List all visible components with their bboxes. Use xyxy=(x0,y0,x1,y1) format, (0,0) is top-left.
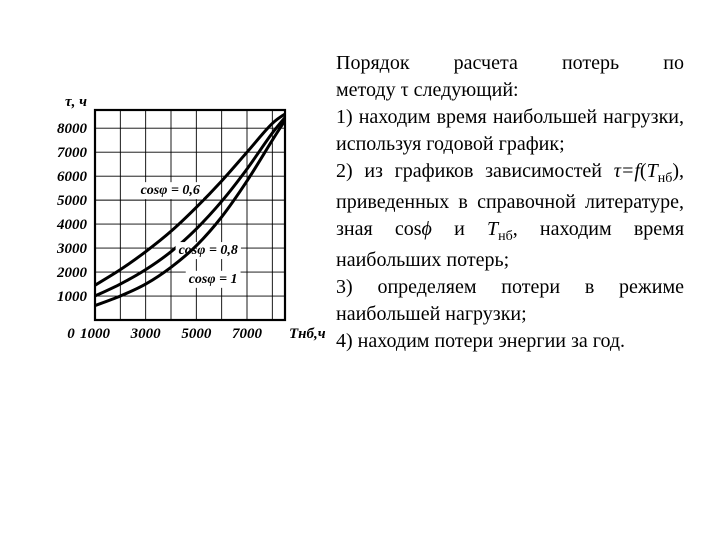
item2-nb2: нб xyxy=(498,229,513,244)
tau-chart: 1000 3000 5000 7000 Tнб,ч 0 1000 2000 3000 4000 50… xyxy=(41,90,331,370)
item2-T2: T xyxy=(487,218,498,240)
svg-text:5000: 5000 xyxy=(181,326,212,342)
item-4: 4) находим потери энергии за год. xyxy=(336,328,684,355)
svg-text:8000: 8000 xyxy=(57,121,88,137)
svg-text:3000: 3000 xyxy=(130,326,162,342)
item2-tau: τ=f xyxy=(614,160,640,182)
svg-text:3000: 3000 xyxy=(56,241,88,257)
svg-text:2000: 2000 xyxy=(56,265,88,281)
item-1: 1) находим время наибольшей нагрузки, ис… xyxy=(336,104,684,158)
item-2: 2) из графиков зависимостей τ=f(Tнб), пр… xyxy=(336,158,684,274)
svg-text:4000: 4000 xyxy=(56,217,88,233)
svg-text:Tнб,ч: Tнб,ч xyxy=(289,326,326,342)
item2-po: ( xyxy=(640,160,647,182)
item2-pre: 2) из графиков зависимостей xyxy=(336,160,614,182)
item2-phi: ϕ xyxy=(422,218,432,240)
svg-text:7000: 7000 xyxy=(57,145,88,161)
svg-text:1000: 1000 xyxy=(80,326,111,342)
svg-text:cosφ = 1: cosφ = 1 xyxy=(189,272,238,287)
item2-T: T xyxy=(647,160,658,182)
body-text: Порядок расчета потерь по методу τ следу… xyxy=(336,50,684,370)
svg-text:τ, ч: τ, ч xyxy=(65,94,87,110)
svg-text:cosφ = 0,6: cosφ = 0,6 xyxy=(141,183,200,198)
item2-p2: и xyxy=(432,218,487,240)
svg-text:5000: 5000 xyxy=(57,193,88,209)
item-3: 3) определяем потери в режиме наибольшей… xyxy=(336,274,684,328)
item2-pc: ) xyxy=(672,160,679,182)
item2-nb: нб xyxy=(658,171,673,186)
svg-text:0: 0 xyxy=(67,326,75,342)
intro-line1: Порядок расчета потерь по xyxy=(336,50,684,77)
svg-text:1000: 1000 xyxy=(57,289,88,305)
intro-line2: методу τ следующий: xyxy=(336,77,684,104)
svg-text:7000: 7000 xyxy=(232,326,263,342)
svg-text:6000: 6000 xyxy=(57,169,88,185)
